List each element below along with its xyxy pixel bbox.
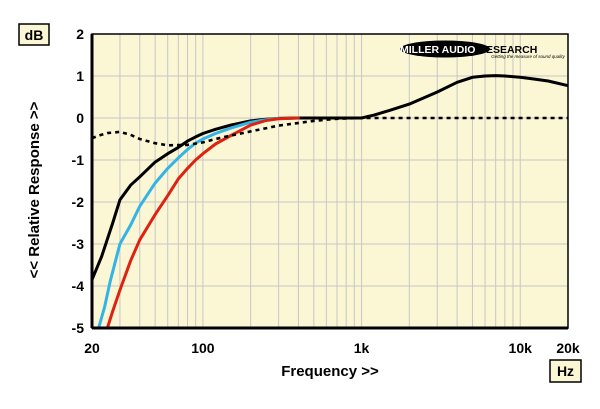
plot-frame	[90, 33, 569, 330]
x-tick-label: 100	[191, 340, 215, 356]
series-line-2	[97, 116, 281, 328]
logo-tagline: Getting the measure of sound quality	[491, 54, 565, 59]
logo: MILLER AUDIO RESEARCH Getting the measur…	[400, 40, 566, 59]
grid-lines	[91, 33, 569, 329]
logo-wordmark: MILLER AUDIO RESEARCH	[400, 44, 537, 56]
tick-labels: 2 1 0 -1 -2 -3 -4 -5 20 100 1k 10k 20k	[72, 26, 580, 356]
y-tick-label: -3	[72, 236, 85, 252]
y-unit-label: dB	[25, 27, 44, 43]
series-line-4	[92, 116, 568, 147]
plot-background	[92, 34, 568, 328]
y-tick-label: 1	[76, 68, 84, 84]
y-tick-label: -1	[72, 152, 85, 168]
y-tick-label: -5	[72, 320, 85, 336]
logo-oval	[400, 40, 490, 58]
series-line-3	[105, 116, 300, 328]
y-tick-label: -4	[72, 278, 85, 294]
x-tick-label: 20k	[556, 340, 580, 356]
y-axis-title: << Relative Response >>	[26, 101, 43, 278]
x-tick-label: 20	[84, 340, 100, 356]
y-unit-box: dB	[18, 23, 50, 46]
y-tick-label: -2	[72, 194, 85, 210]
y-tick-label: 0	[76, 110, 84, 126]
x-tick-label: 10k	[509, 340, 533, 356]
x-unit-label: Hz	[557, 363, 574, 379]
x-unit-box: Hz	[549, 359, 582, 383]
y-tick-label: 2	[76, 26, 84, 42]
x-axis-title: Frequency >>	[281, 363, 379, 380]
x-tick-label: 1k	[354, 340, 370, 356]
series-lines	[92, 74, 568, 328]
